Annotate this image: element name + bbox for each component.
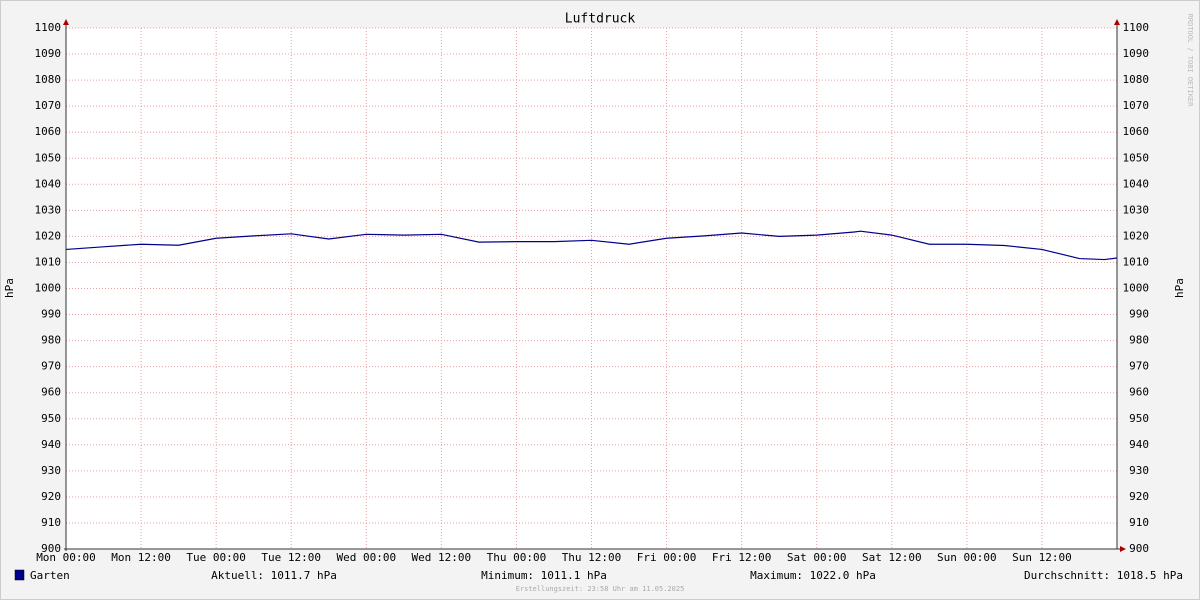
y-tick-label: 900 — [41, 542, 61, 555]
y2-tick-label: 970 — [1129, 360, 1149, 373]
y2-tick-label: 1020 — [1123, 229, 1150, 242]
x-tick-label: Tue 12:00 — [261, 551, 321, 564]
x-tick-label: Fri 00:00 — [637, 551, 697, 564]
arrow — [1120, 546, 1126, 552]
x-tick-label: Tue 00:00 — [186, 551, 246, 564]
y2-tick-label: 1000 — [1123, 282, 1150, 295]
x-tick-label: Fri 12:00 — [712, 551, 772, 564]
x-tick-label: Wed 12:00 — [412, 551, 472, 564]
y-tick-label: 1060 — [35, 125, 62, 138]
y2-axis-label: hPa — [1173, 278, 1186, 298]
y-tick-label: 940 — [41, 438, 61, 451]
arrow — [63, 19, 69, 25]
y2-tick-label: 950 — [1129, 412, 1149, 425]
y2-tick-label: 1040 — [1123, 177, 1150, 190]
y-tick-label: 1080 — [35, 73, 62, 86]
stat-label: Minimum: 1011.1 hPa — [481, 569, 607, 582]
y-tick-label: 910 — [41, 516, 61, 529]
y-axis-label: hPa — [3, 278, 16, 298]
y-tick-label: 1020 — [35, 229, 62, 242]
stat-label: Durchschnitt: 1018.5 hPa — [1024, 569, 1183, 582]
y-tick-label: 1040 — [35, 177, 62, 190]
stat-label: Maximum: 1022.0 hPa — [750, 569, 876, 582]
y2-tick-label: 1080 — [1123, 73, 1150, 86]
x-tick-label: Wed 00:00 — [336, 551, 396, 564]
y-tick-label: 1050 — [35, 151, 62, 164]
y2-tick-label: 1050 — [1123, 151, 1150, 164]
data-line — [65, 230, 1118, 261]
y-tick-label: 960 — [41, 386, 61, 399]
stat-label: Aktuell: 1011.7 hPa — [211, 569, 337, 582]
x-tick-label: Sat 00:00 — [787, 551, 847, 564]
y-tick-label: 1100 — [35, 21, 62, 34]
x-tick-label: Mon 12:00 — [111, 551, 171, 564]
y2-tick-label: 1010 — [1123, 255, 1150, 268]
y-tick-label: 920 — [41, 490, 61, 503]
y2-tick-label: 900 — [1129, 542, 1149, 555]
y2-tick-label: 940 — [1129, 438, 1149, 451]
x-tick-label: Thu 12:00 — [562, 551, 622, 564]
y2-tick-label: 1090 — [1123, 47, 1150, 60]
y2-tick-label: 980 — [1129, 334, 1149, 347]
y-tick-label: 1000 — [35, 282, 62, 295]
y-tick-label: 1010 — [35, 255, 62, 268]
x-tick-label: Sun 00:00 — [937, 551, 997, 564]
y-tick-label: 950 — [41, 412, 61, 425]
x-tick-label: Sat 12:00 — [862, 551, 922, 564]
y2-tick-label: 1100 — [1123, 21, 1150, 34]
chart-title: Luftdruck — [565, 12, 636, 27]
y-tick-label: 1090 — [35, 47, 62, 60]
y2-tick-label: 1070 — [1123, 99, 1150, 112]
y2-tick-label: 1060 — [1123, 125, 1150, 138]
x-tick-label: Mon 00:00 — [36, 551, 96, 564]
y2-tick-label: 1030 — [1123, 203, 1150, 216]
y2-tick-label: 990 — [1129, 308, 1149, 321]
y-tick-label: 1070 — [35, 99, 62, 112]
y-tick-label: 980 — [41, 334, 61, 347]
x-tick-label: Thu 00:00 — [487, 551, 547, 564]
y-tick-label: 990 — [41, 308, 61, 321]
arrow — [1114, 19, 1120, 25]
footer: Erstellungszeit: 23:58 Uhr am 11.05.2025 — [516, 585, 685, 593]
legend-swatch — [14, 569, 25, 581]
y-tick-label: 970 — [41, 360, 61, 373]
y2-tick-label: 920 — [1129, 490, 1149, 503]
x-tick-label: Sun 12:00 — [1012, 551, 1072, 564]
y-tick-label: 930 — [41, 464, 61, 477]
y-tick-label: 1030 — [35, 203, 62, 216]
legend-label: Garten — [30, 569, 70, 582]
y2-tick-label: 960 — [1129, 386, 1149, 399]
y2-tick-label: 910 — [1129, 516, 1149, 529]
watermark: RRDTOOL / TOBI OETIKER — [1186, 14, 1194, 108]
y2-tick-label: 930 — [1129, 464, 1149, 477]
